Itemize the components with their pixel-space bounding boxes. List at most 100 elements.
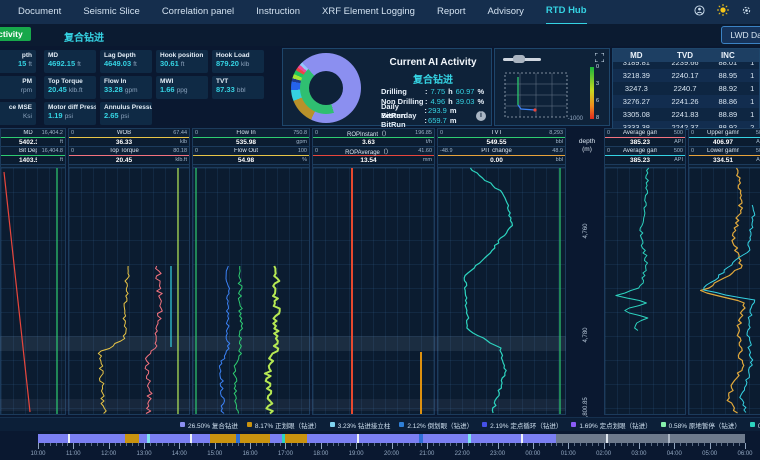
depth-label: 4,760 — [583, 223, 589, 239]
legend-item[interactable]: 8.17% 正划眼（钻进） — [246, 420, 321, 430]
timeline-minor-tick — [367, 443, 369, 446]
timeline-minor-tick — [644, 443, 646, 446]
track-plot-area[interactable] — [688, 168, 760, 415]
track-plot-area[interactable] — [192, 168, 310, 415]
timeline-minor-tick — [650, 443, 652, 446]
activity-timeline-strip[interactable] — [38, 434, 745, 443]
fullscreen-icon[interactable] — [595, 53, 604, 62]
legend-item[interactable]: 2.12% 倒划眼（钻进） — [399, 420, 473, 430]
colorbar-ticks: 0 3 6 8 — [596, 64, 605, 121]
timeline-segment — [139, 434, 147, 443]
info-icon[interactable]: i — [476, 111, 486, 121]
nav-item-rtd-hub[interactable]: RTD Hub — [545, 0, 587, 25]
nav-item-document[interactable]: Document — [18, 6, 62, 17]
timeline-minor-tick — [167, 443, 169, 446]
legend-swatch — [180, 422, 185, 427]
legend-item[interactable]: 26.50% 复合钻进 — [180, 420, 238, 430]
timeline-minor-tick — [55, 443, 57, 446]
timeline-minor-tick — [132, 443, 134, 446]
timeline-major-tick — [709, 443, 711, 449]
nav-item-advisory[interactable]: Advisory — [487, 6, 524, 17]
timeline-minor-tick — [609, 443, 611, 446]
timeline-minor-tick — [291, 443, 293, 446]
timeline-major-tick — [108, 443, 110, 449]
timeline-minor-tick — [397, 443, 399, 446]
nav-item-xrf-element-logging[interactable]: XRF Element Logging — [322, 6, 415, 17]
timeline-segment — [556, 434, 606, 443]
timeline-minor-tick — [297, 443, 299, 446]
track-curve-value: 385.23 API — [605, 138, 685, 147]
param-card-lag-depth: Lag Depth 4649.03 ft — [100, 50, 152, 73]
timeline-segment — [468, 434, 471, 443]
legend-swatch — [329, 422, 335, 427]
track-curve-name: Bit Depth16,404.8 — [1, 147, 65, 156]
track-curve-value: 0.00 bbl — [438, 156, 565, 165]
param-card-hook-position: Hook position 30.61 ft — [156, 50, 208, 73]
timeline-major-tick — [638, 443, 640, 449]
timeline-minor-tick — [485, 443, 487, 446]
table-row: 3305.08 2241.83 88.89 1 — [613, 108, 759, 121]
timeline-segment — [270, 434, 282, 443]
timeline-major-tick — [745, 443, 746, 449]
lwd-data-button[interactable]: LWD Data — [721, 26, 760, 44]
timeline-segment — [606, 434, 608, 443]
timeline-minor-tick — [580, 443, 582, 446]
timeline-minor-tick — [544, 443, 546, 446]
user-icon[interactable] — [694, 4, 705, 16]
timeline-minor-tick — [161, 443, 163, 446]
parameter-card-grid: pth 15 ft PM rpm ce MSE Ksi MD 4692.15 ft Lag … — [0, 48, 278, 126]
timeline-minor-tick — [49, 443, 51, 446]
timeline-minor-tick — [326, 443, 328, 446]
timeline-minor-tick — [621, 443, 623, 446]
timeline-minor-tick — [538, 443, 540, 446]
track-plot-area[interactable] — [312, 168, 435, 415]
legend-item[interactable]: 0.58% 原地暂停（钻进） — [660, 420, 741, 430]
track-plot-area[interactable] — [68, 168, 190, 415]
nav-item-correlation-panel[interactable]: Correlation panel — [161, 6, 235, 17]
legend-item[interactable]: 2.19% 定点循环（钻进） — [482, 420, 562, 430]
timeline-minor-tick — [562, 443, 564, 446]
legend-item[interactable]: 0.10% 停泵上提 — [749, 420, 760, 430]
timeline-minor-tick — [691, 443, 693, 446]
track-plot-area[interactable] — [437, 168, 566, 415]
legend-label: 8.17% 正划眼（钻进） — [254, 422, 321, 430]
nav-item-seismic-slice[interactable]: Seismic Slice — [83, 6, 140, 17]
timeline-minor-tick — [556, 443, 558, 446]
nav-item-report[interactable]: Report — [436, 6, 466, 17]
timeline-major-tick — [568, 443, 570, 449]
track-plot-area[interactable] — [604, 168, 686, 415]
settings-gear-icon[interactable] — [741, 5, 752, 16]
zoom-slider-handle[interactable] — [513, 55, 525, 63]
timeline-major-tick — [144, 443, 146, 449]
timeline-hour-label: 06:00 — [737, 451, 753, 457]
zoom-slider[interactable] — [503, 55, 541, 63]
timeline-minor-tick — [226, 443, 228, 446]
timeline-major-tick — [73, 443, 75, 449]
timeline-hour-label: 13:00 — [136, 451, 152, 457]
legend-item[interactable]: 1.69% 定点划眼（钻进） — [571, 420, 652, 430]
timeline-minor-tick — [191, 443, 193, 446]
track-curve-name: 0 Flow In 750.8 — [193, 130, 309, 138]
timeline-major-tick — [38, 443, 39, 449]
trajectory-3d-cube[interactable] — [501, 71, 573, 121]
timeline-hour-label: 02:00 — [596, 451, 612, 457]
track-curve-name: 0 Top Torque 80.18 — [69, 148, 189, 156]
timeline-major-tick — [250, 443, 252, 449]
legend-item[interactable]: 3.23% 钻进接立柱 — [329, 420, 390, 430]
theme-sun-icon[interactable] — [717, 4, 729, 16]
timeline-minor-tick — [703, 443, 705, 446]
colorbar — [590, 67, 594, 119]
track-plot-area[interactable] — [0, 168, 66, 415]
timeline-minor-tick — [515, 443, 517, 446]
nav-item-instruction[interactable]: Instruction — [256, 6, 300, 17]
timeline-minor-tick — [591, 443, 593, 446]
timeline-segment — [523, 434, 556, 443]
timeline-hour-label: 23:00 — [490, 451, 506, 457]
timeline-minor-tick — [491, 443, 493, 446]
timeline-major-tick — [179, 443, 181, 449]
timeline-segment — [240, 434, 270, 443]
timeline-segment — [70, 434, 125, 443]
legend-swatch — [749, 422, 755, 427]
